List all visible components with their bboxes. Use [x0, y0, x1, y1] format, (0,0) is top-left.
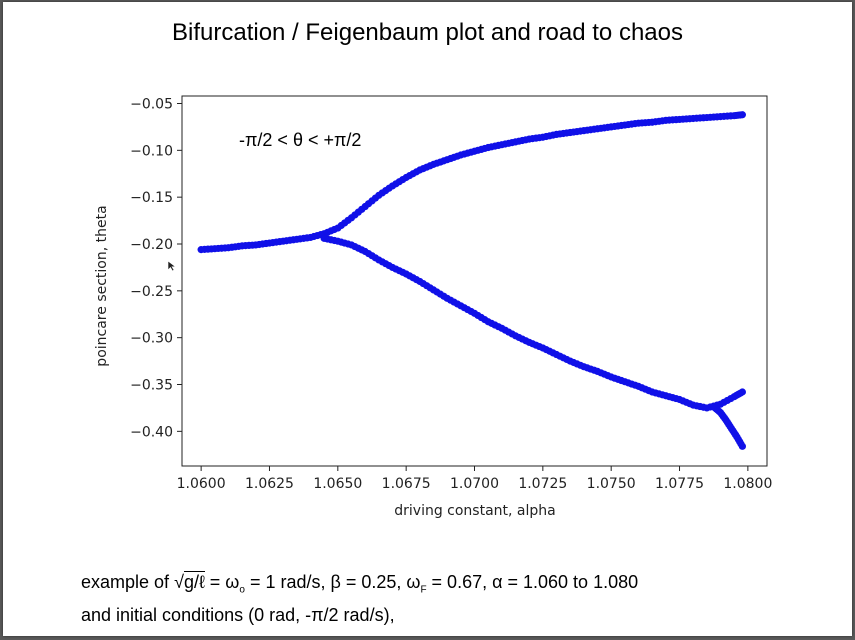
- x-tick-label: 1.0775: [655, 476, 704, 492]
- omega-subscript: o: [239, 584, 245, 596]
- caption: example of √g/ℓ = ωo = 1 rad/s, β = 0.25…: [81, 570, 638, 628]
- x-tick-label: 1.0750: [587, 476, 636, 492]
- caption-alpha: = 0.67, α = 1.060 to 1.080: [426, 572, 639, 592]
- x-axis-label: driving constant, alpha: [394, 503, 556, 519]
- x-tick-label: 1.0700: [450, 476, 499, 492]
- x-tick-label: 1.0625: [245, 476, 294, 492]
- caption-beta: = 1 rad/s, β = 0.25, ω: [244, 572, 421, 592]
- y-tick-label: −0.15: [130, 190, 173, 206]
- data-point: [738, 111, 746, 119]
- y-tick-label: −0.35: [130, 378, 173, 394]
- caption-line-2: and initial conditions (0 rad, -π/2 rad/…: [81, 604, 395, 625]
- y-axis-label: poincare section, theta: [94, 205, 110, 366]
- series-3: [711, 404, 746, 450]
- omegaF-subscript: F: [420, 584, 427, 596]
- sqrt-expression: g/ℓ: [183, 571, 205, 592]
- mouse-cursor-icon: [167, 260, 177, 272]
- slide: Bifurcation / Feigenbaum plot and road t…: [3, 2, 852, 636]
- x-tick-label: 1.0600: [177, 476, 226, 492]
- y-tick-label: −0.40: [130, 424, 173, 440]
- series-1: [197, 111, 746, 254]
- y-tick-label: −0.10: [130, 143, 173, 159]
- sqrt-symbol: √: [174, 572, 184, 592]
- y-tick-label: −0.30: [130, 331, 173, 347]
- x-tick-label: 1.0675: [382, 476, 431, 492]
- x-tick-label: 1.0725: [518, 476, 567, 492]
- caption-prefix: example of: [81, 572, 175, 592]
- x-tick-label: 1.0800: [723, 476, 772, 492]
- data-point: [738, 442, 746, 450]
- y-tick-label: −0.20: [130, 237, 173, 253]
- theta-range-annotation: -π/2 < θ < +π/2: [239, 130, 362, 150]
- x-tick-label: 1.0650: [313, 476, 362, 492]
- slide-title: Bifurcation / Feigenbaum plot and road t…: [172, 19, 683, 46]
- caption-omega: = ω: [204, 572, 240, 592]
- y-tick-label: −0.05: [130, 96, 173, 112]
- bifurcation-chart: 1.0600 1.0625 1.0650 1.0675 1.0700 1.0725 1.07…: [94, 95, 772, 519]
- y-tick-label: −0.25: [130, 284, 173, 300]
- caption-line-1: example of √g/ℓ = ωo = 1 rad/s, β = 0.25…: [81, 570, 638, 603]
- data-point: [738, 388, 746, 396]
- series-2: [320, 234, 746, 412]
